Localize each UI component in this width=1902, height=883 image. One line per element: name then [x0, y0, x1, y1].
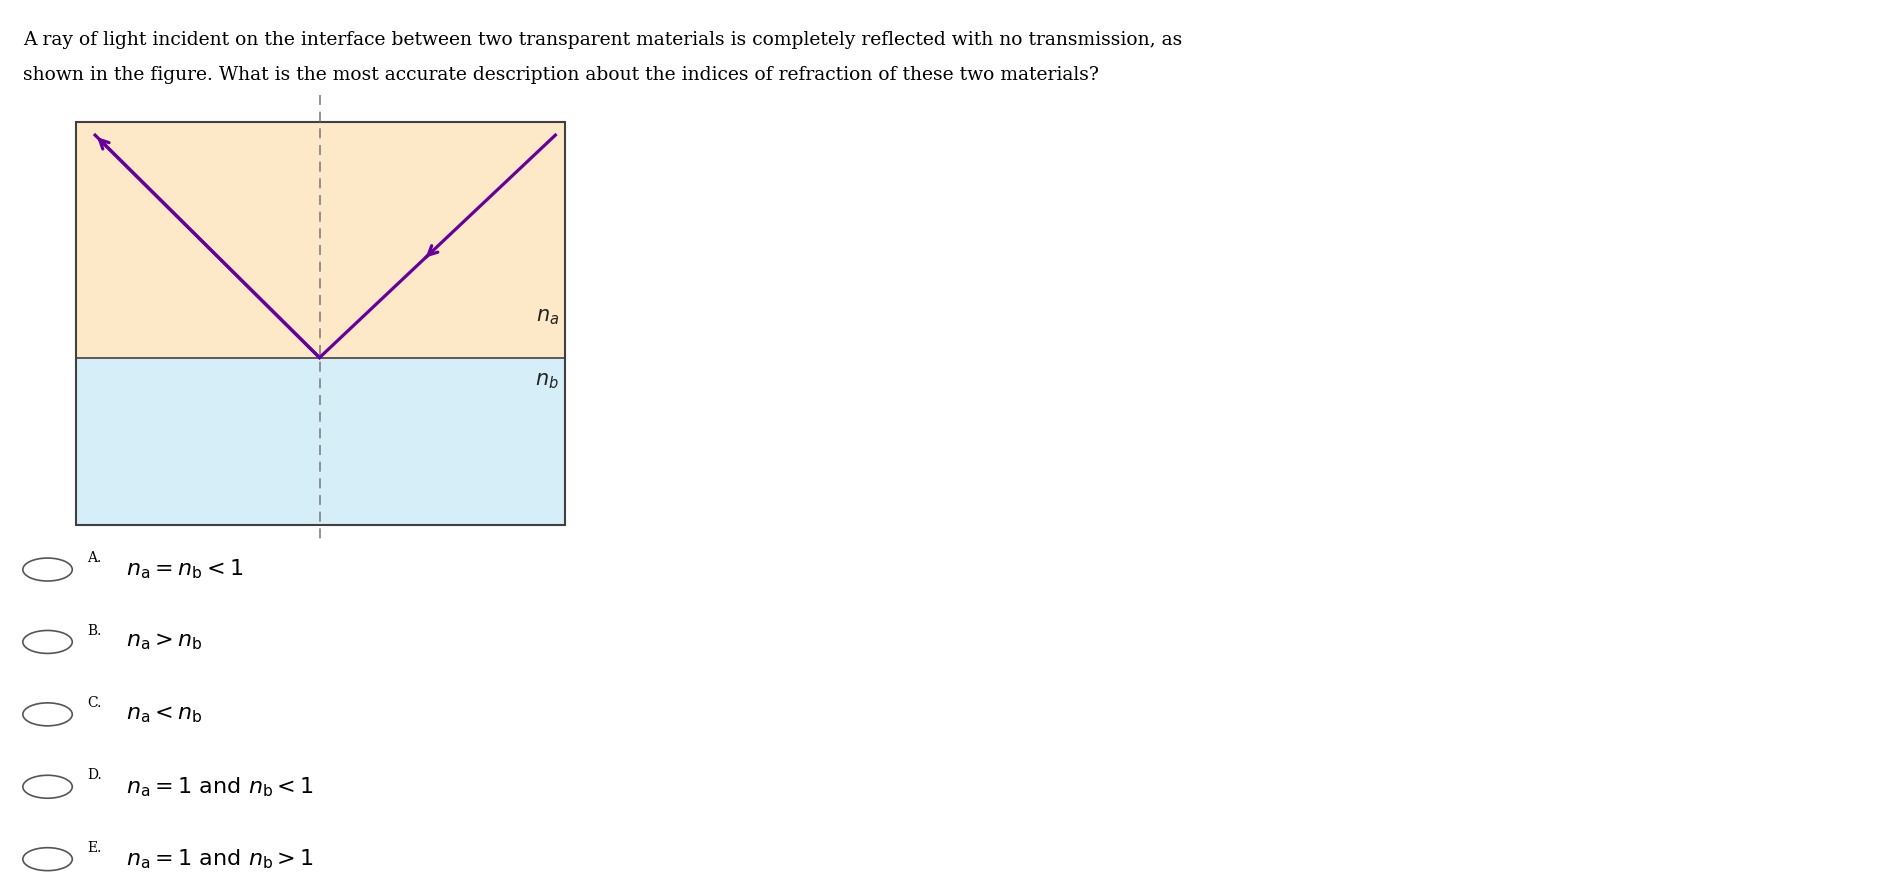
Text: C.: C. — [87, 696, 103, 710]
Text: $n_\mathrm{a} > n_\mathrm{b}$: $n_\mathrm{a} > n_\mathrm{b}$ — [126, 631, 202, 653]
Bar — [76, 122, 565, 358]
Text: D.: D. — [87, 768, 103, 782]
Bar — [76, 358, 565, 525]
Text: $n_\mathrm{a} = 1\ \mathrm{and}\ n_\mathrm{b} < 1$: $n_\mathrm{a} = 1\ \mathrm{and}\ n_\math… — [126, 775, 314, 798]
Text: B.: B. — [87, 623, 103, 638]
Text: A.: A. — [87, 551, 101, 565]
Text: E.: E. — [87, 841, 103, 855]
Bar — [76, 122, 565, 525]
Text: $n_\mathrm{a} < n_\mathrm{b}$: $n_\mathrm{a} < n_\mathrm{b}$ — [126, 704, 202, 725]
Text: $n_b$: $n_b$ — [534, 371, 559, 391]
Text: $n_\mathrm{a} = 1\ \mathrm{and}\ n_\mathrm{b} > 1$: $n_\mathrm{a} = 1\ \mathrm{and}\ n_\math… — [126, 848, 314, 871]
Text: A ray of light incident on the interface between two transparent materials is co: A ray of light incident on the interface… — [23, 31, 1181, 49]
Text: shown in the figure. What is the most accurate description about the indices of : shown in the figure. What is the most ac… — [23, 66, 1099, 84]
Text: $n_a$: $n_a$ — [536, 306, 559, 327]
Text: $n_\mathrm{a} = n_\mathrm{b} < 1$: $n_\mathrm{a} = n_\mathrm{b} < 1$ — [126, 558, 243, 581]
